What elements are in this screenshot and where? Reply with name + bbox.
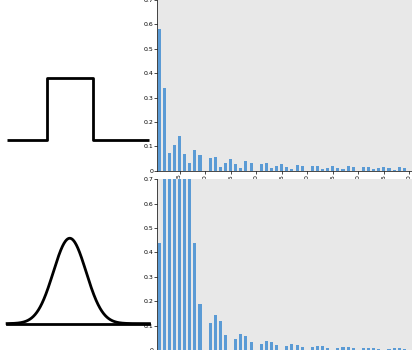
Bar	[173, 145, 176, 171]
Bar	[219, 321, 222, 350]
Bar	[342, 169, 344, 171]
Bar	[244, 336, 248, 350]
Bar	[163, 88, 166, 171]
Bar	[193, 243, 197, 350]
Bar	[234, 164, 237, 171]
Bar	[275, 345, 278, 350]
Bar	[398, 167, 401, 171]
Bar	[214, 315, 217, 350]
Bar	[285, 167, 288, 171]
Bar	[239, 334, 242, 350]
Bar	[168, 153, 171, 171]
Bar	[214, 157, 217, 171]
Bar	[270, 168, 273, 171]
Bar	[265, 341, 268, 350]
Bar	[387, 168, 391, 171]
Bar	[336, 348, 339, 350]
Bar	[367, 167, 370, 171]
Bar	[301, 166, 304, 171]
Bar	[208, 158, 212, 171]
Bar	[346, 166, 350, 171]
Bar	[199, 155, 201, 171]
Bar	[336, 168, 339, 171]
Bar	[377, 349, 380, 350]
Bar	[362, 167, 365, 171]
Bar	[393, 348, 396, 350]
Bar	[157, 243, 161, 350]
Bar	[188, 163, 191, 171]
Bar	[403, 168, 406, 171]
Bar	[178, 136, 181, 171]
Bar	[250, 342, 253, 350]
Bar	[229, 159, 232, 171]
Bar	[393, 170, 396, 171]
Bar	[290, 169, 293, 171]
Bar	[239, 168, 242, 171]
Bar	[193, 150, 197, 171]
Bar	[295, 165, 299, 171]
Bar	[183, 116, 186, 350]
Bar	[321, 169, 324, 171]
Bar	[362, 349, 365, 350]
Bar	[377, 168, 380, 171]
Bar	[387, 349, 391, 350]
Bar	[208, 323, 212, 350]
Bar	[280, 164, 283, 171]
Bar	[199, 304, 201, 350]
Bar	[275, 167, 278, 171]
Bar	[285, 346, 288, 350]
Bar	[183, 154, 186, 171]
Bar	[326, 348, 329, 350]
Bar	[372, 348, 375, 350]
Bar	[224, 163, 227, 171]
Bar	[311, 347, 314, 350]
Bar	[224, 335, 227, 350]
Bar	[244, 161, 248, 171]
Bar	[316, 166, 319, 171]
Bar	[157, 29, 161, 171]
Bar	[382, 167, 386, 171]
Bar	[234, 339, 237, 350]
Bar	[372, 169, 375, 171]
Bar	[173, 64, 176, 350]
Bar	[342, 347, 344, 350]
Bar	[270, 342, 273, 350]
Bar	[311, 166, 314, 171]
Bar	[346, 347, 350, 350]
Bar	[250, 163, 253, 171]
Bar	[188, 176, 191, 350]
Bar	[367, 348, 370, 350]
Bar	[316, 346, 319, 350]
Bar	[178, 134, 181, 350]
Bar	[352, 348, 355, 350]
Bar	[163, 152, 166, 350]
Bar	[295, 344, 299, 350]
Bar	[265, 163, 268, 171]
Bar	[290, 344, 293, 350]
Bar	[326, 168, 329, 171]
Bar	[403, 349, 406, 350]
Bar	[331, 166, 335, 171]
Bar	[260, 164, 263, 171]
Bar	[321, 346, 324, 350]
Bar	[219, 167, 222, 171]
Bar	[260, 344, 263, 350]
Bar	[352, 167, 355, 171]
Bar	[301, 347, 304, 350]
Bar	[168, 90, 171, 350]
Bar	[398, 348, 401, 350]
